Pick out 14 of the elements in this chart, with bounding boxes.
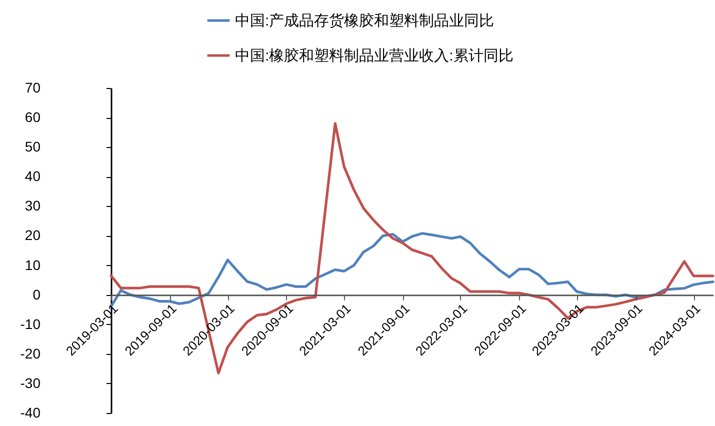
y-tick-label: 70 — [24, 80, 41, 96]
y-tick-label: -10 — [20, 316, 41, 332]
legend-label: 中国:橡胶和塑料制品业营业收入:累计同比 — [235, 48, 514, 64]
y-tick-label: -30 — [20, 374, 41, 391]
y-tick-label: 0 — [32, 286, 41, 302]
y-tick-label: 50 — [24, 138, 41, 155]
legend-label: 中国:产成品存货橡胶和塑料制品业同比 — [235, 12, 494, 30]
y-tick-label: 10 — [24, 256, 41, 273]
y-tick-label: 40 — [24, 168, 41, 184]
y-tick-label: -20 — [20, 345, 41, 362]
y-tick-label: 20 — [24, 227, 41, 244]
y-tick-label: 30 — [24, 198, 41, 214]
y-tick-label: 60 — [24, 109, 41, 126]
y-tick-label: -40 — [20, 404, 41, 420]
